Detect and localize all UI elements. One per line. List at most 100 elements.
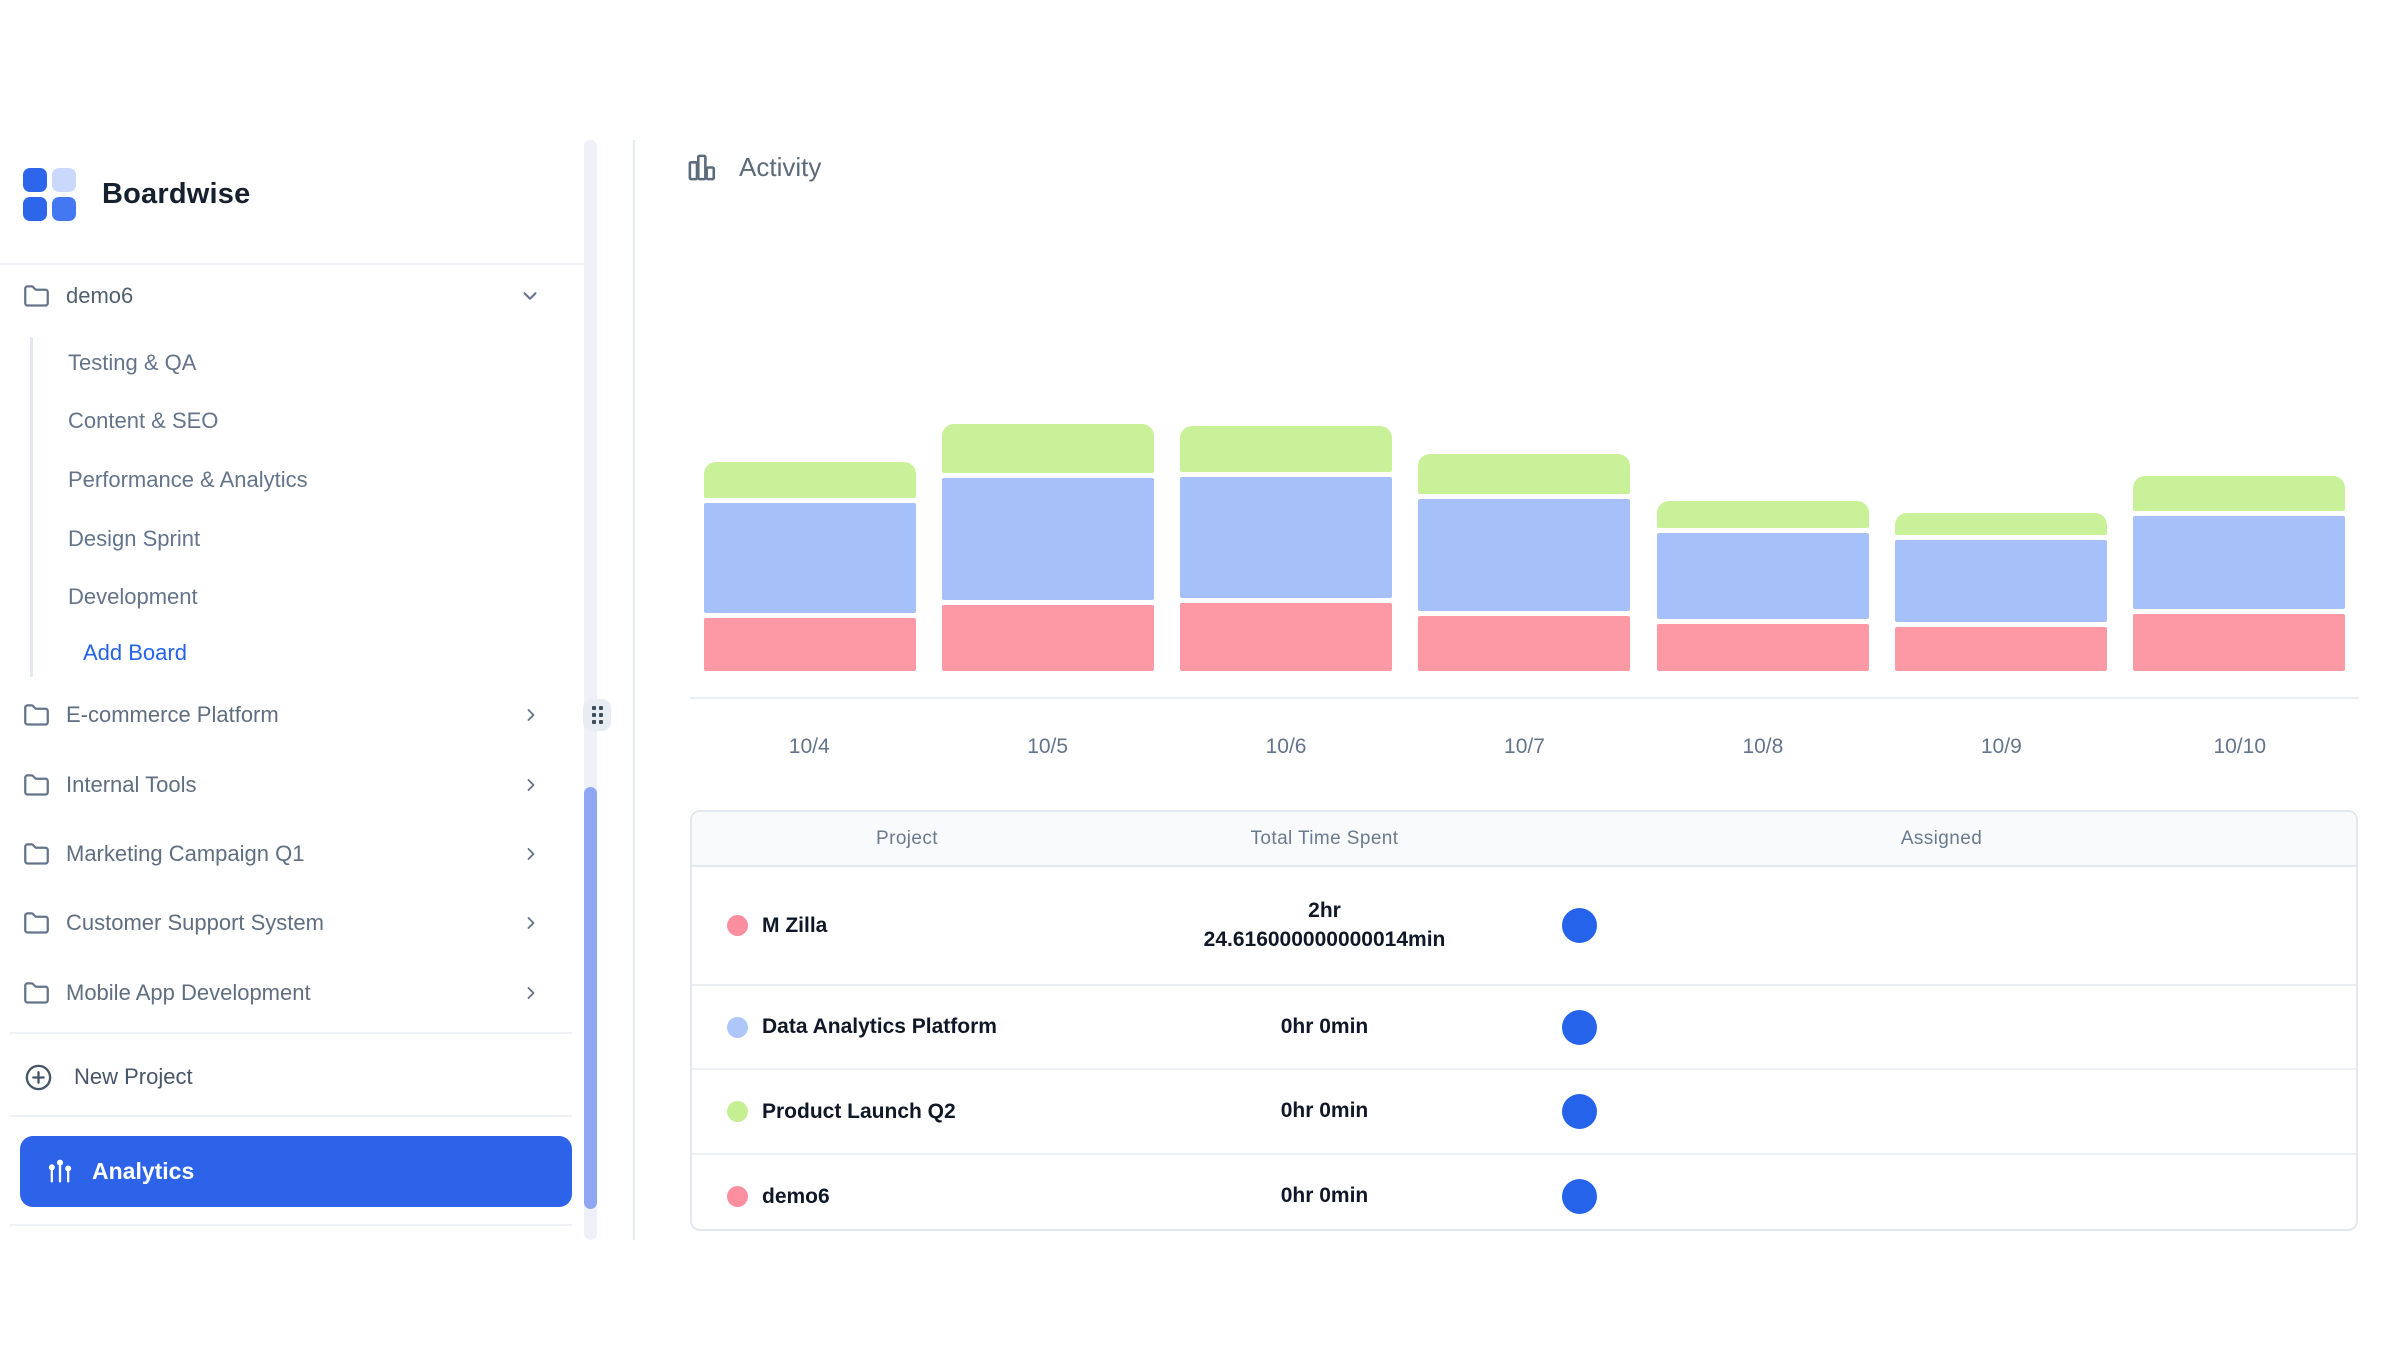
plus-circle-icon [25,1064,52,1090]
bar-segment-data-analytics-platform [942,478,1155,600]
project-name: M Zilla [762,913,828,937]
sidebar-board-performance-analytics[interactable]: Performance & Analytics [68,458,468,502]
chevron-right-icon[interactable] [521,983,541,1003]
bar-10-7[interactable] [1418,454,1631,671]
sidebar-project-customer-support-system[interactable]: Customer Support System [23,901,585,945]
time-spent-table: Project Total Time Spent Assigned M Zill… [690,810,2358,1231]
bar-segment-product-launch-q2 [704,462,916,498]
activity-stacked-bar-chart [690,405,2359,671]
chevron-right-icon[interactable] [521,844,541,864]
bar-segment-m-zilla [2132,614,2345,671]
grip-dots-icon [591,706,603,724]
sidebar-project-mobile-app-development[interactable]: Mobile App Development [23,971,585,1015]
project-name: demo6 [762,1184,830,1208]
bar-segment-product-launch-q2 [1894,513,2107,535]
add-board-button[interactable]: Add Board [83,631,483,675]
add-board-label: Add Board [83,640,187,665]
table-row-data-analytics-platform: Data Analytics Platform 0hr 0min [692,986,2356,1070]
new-project-label: New Project [74,1064,193,1089]
column-header-total-time-spent: Total Time Spent [1250,827,1399,849]
sidebar-board-content-seo[interactable]: Content & SEO [68,399,468,443]
bar-10-5[interactable] [942,424,1155,671]
chevron-right-icon[interactable] [521,775,541,795]
assignee-avatar [1562,908,1597,943]
table-row-demo6: demo6 0hr 0min [692,1155,2356,1229]
sidebar-board-development[interactable]: Development [68,575,468,619]
chevron-down-icon[interactable] [519,285,541,307]
time-spent-line1: 0hr 0min [1280,1099,1369,1123]
chevron-right-icon[interactable] [521,705,541,725]
sidebar-project-marketing-campaign-q1[interactable]: Marketing Campaign Q1 [23,832,585,876]
bar-chart-icon [688,154,716,181]
x-tick-label: 10/6 [1265,735,1307,758]
x-tick-label: 10/4 [788,735,830,758]
bar-segment-product-launch-q2 [942,424,1155,473]
bar-10-10[interactable] [2132,476,2345,671]
board-label: Content & SEO [68,408,219,433]
bar-segment-product-launch-q2 [1180,426,1393,472]
bar-segment-data-analytics-platform [704,503,916,613]
sidebar-project-label: demo6 [66,283,134,308]
project-color-dot [727,1101,748,1122]
new-project-button[interactable]: New Project [23,1055,563,1099]
sidebar-right-border [633,140,635,1240]
sidebar-board-design-sprint[interactable]: Design Sprint [68,517,468,561]
activity-title: Activity [739,152,822,182]
x-tick-label: 10/7 [1504,735,1545,758]
app-title: Boardwise [102,178,251,210]
project-name: Product Launch Q2 [762,1099,956,1123]
assignee-avatar [1562,1094,1597,1129]
sidebar-board-testing-qa[interactable]: Testing & QA [68,341,468,385]
bar-segment-m-zilla [942,605,1155,671]
bar-segment-product-launch-q2 [2132,476,2345,511]
bar-segment-m-zilla [1656,624,1869,671]
sidebar-project-label: Mobile App Development [66,980,311,1005]
bar-segment-data-analytics-platform [2132,516,2345,609]
analytics-nav-button[interactable]: Analytics [20,1136,572,1207]
bar-segment-data-analytics-platform [1894,540,2107,622]
project-color-dot [727,915,748,936]
sidebar-project-ecommerce-platform[interactable]: E-commerce Platform [23,693,585,737]
time-spent-line1: 2hr [1308,899,1341,923]
sidebar-resize-handle[interactable] [583,699,611,731]
assignee-avatar [1562,1179,1597,1214]
time-spent-line1: 0hr 0min [1280,1184,1369,1208]
chart-x-axis-labels: 10/4 10/5 10/6 10/7 10/8 10/9 10/10 [690,735,2359,759]
project-name: Data Analytics Platform [762,1015,997,1038]
sidebar-project-label: E-commerce Platform [66,702,279,727]
table-header-row: Project Total Time Spent Assigned [692,812,2356,867]
column-header-project: Project [876,827,938,849]
bar-segment-m-zilla [1418,616,1631,671]
folder-icon [24,981,49,1004]
header-divider [0,263,585,265]
bar-10-4[interactable] [704,462,916,671]
sidebar-project-demo6[interactable]: demo6 [23,274,585,318]
bar-10-8[interactable] [1656,501,1869,671]
board-label: Development [68,584,198,609]
time-spent-line1: 0hr 0min [1280,1014,1369,1038]
folder-icon [24,284,49,307]
board-indent-line [30,337,33,677]
folder-icon [24,773,49,796]
sidebar-project-label: Customer Support System [66,910,324,935]
x-tick-label: 10/8 [1742,735,1784,758]
bar-segment-m-zilla [1894,627,2107,671]
chart-axis-line [690,697,2359,699]
chevron-right-icon[interactable] [521,913,541,933]
sidebar-divider [10,1224,572,1226]
sidebar-project-internal-tools[interactable]: Internal Tools [23,763,585,807]
app-logo-row: Boardwise [23,168,250,221]
project-color-dot [727,1016,748,1038]
bar-10-6[interactable] [1180,426,1393,671]
sidebar-scrollbar-thumb[interactable] [584,787,597,1209]
bar-segment-data-analytics-platform [1656,533,1869,619]
x-tick-label: 10/9 [1980,735,2022,758]
x-tick-label: 10/5 [1027,735,1069,758]
folder-icon [24,842,49,865]
bar-10-9[interactable] [1894,513,2107,671]
folder-icon [24,911,49,934]
board-label: Performance & Analytics [68,467,308,492]
board-label: Design Sprint [68,526,201,551]
sidebar-project-label: Marketing Campaign Q1 [66,841,305,866]
